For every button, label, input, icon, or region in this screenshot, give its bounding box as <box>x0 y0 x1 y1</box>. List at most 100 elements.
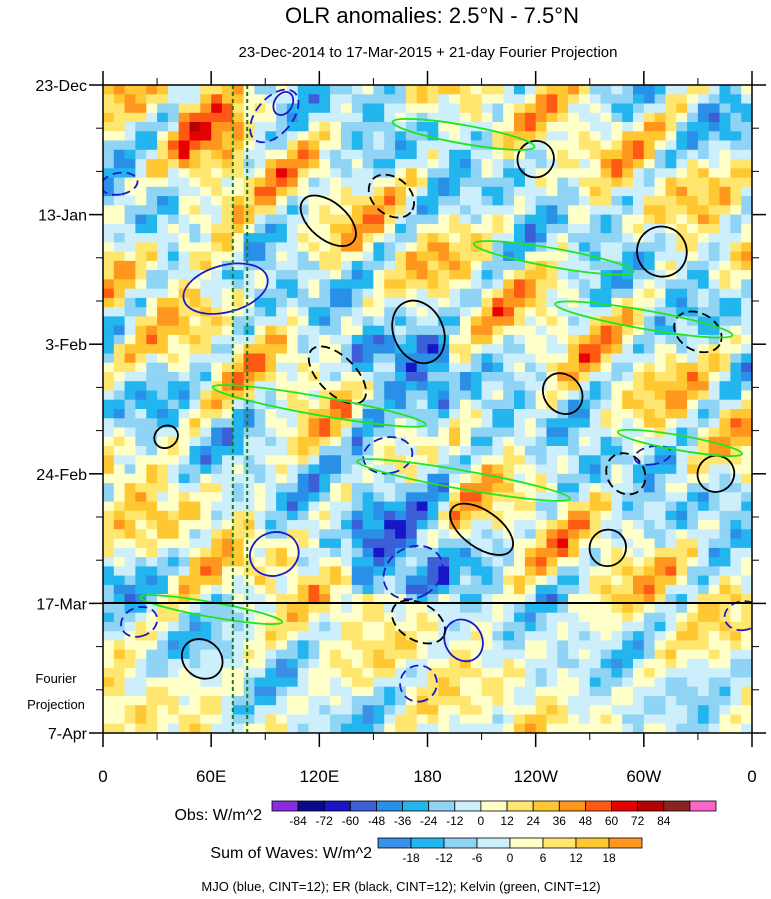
anomaly-cell <box>633 270 645 280</box>
anomaly-cell <box>146 140 158 151</box>
anomaly-cell <box>265 122 277 132</box>
anomaly-cell <box>514 186 526 197</box>
anomaly-cell <box>178 94 191 105</box>
anomaly-cell <box>546 279 558 290</box>
anomaly-cell <box>719 186 731 197</box>
anomaly-cell <box>222 94 234 105</box>
anomaly-cell <box>730 149 742 160</box>
anomaly-cell <box>470 492 483 503</box>
anomaly-cell <box>222 455 234 466</box>
anomaly-cell <box>665 205 677 216</box>
anomaly-cell <box>643 242 656 253</box>
anomaly-cell <box>265 520 277 530</box>
anomaly-cell <box>124 270 136 280</box>
anomaly-cell <box>362 705 374 716</box>
anomaly-cell <box>265 94 277 105</box>
anomaly-cell <box>654 270 666 280</box>
anomaly-cell <box>589 520 602 530</box>
anomaly-cell <box>276 242 288 253</box>
anomaly-cell <box>687 399 699 410</box>
anomaly-cell <box>157 94 169 105</box>
anomaly-cell <box>135 205 147 216</box>
anomaly-cell <box>243 260 255 271</box>
anomaly-cell <box>405 520 418 530</box>
anomaly-cell <box>211 372 223 382</box>
anomaly-cell <box>589 214 602 225</box>
anomaly-cell <box>643 251 656 262</box>
anomaly-cell <box>265 621 277 632</box>
anomaly-cell <box>708 242 721 253</box>
anomaly-cell <box>286 390 299 401</box>
anomaly-cell <box>200 251 212 262</box>
anomaly-cell <box>503 177 515 188</box>
anomaly-cell <box>633 714 645 725</box>
anomaly-cell <box>687 464 699 475</box>
anomaly-cell <box>546 409 558 419</box>
anomaly-cell <box>503 594 515 604</box>
anomaly-cell <box>546 649 558 660</box>
anomaly-cell <box>395 140 407 151</box>
anomaly-cell <box>449 344 461 355</box>
anomaly-cell <box>124 177 136 188</box>
anomaly-cell <box>524 612 537 623</box>
anomaly-cell <box>211 686 223 697</box>
anomaly-cell <box>600 455 612 466</box>
anomaly-cell <box>470 483 483 493</box>
anomaly-cell <box>113 242 126 253</box>
anomaly-cell <box>200 557 212 567</box>
anomaly-cell <box>330 483 342 493</box>
anomaly-cell <box>286 381 299 392</box>
anomaly-cell <box>643 112 656 123</box>
anomaly-cell <box>438 538 450 549</box>
anomaly-cell <box>341 446 353 456</box>
anomaly-cell <box>568 288 580 299</box>
anomaly-cell <box>460 603 472 614</box>
anomaly-cell <box>254 353 266 364</box>
anomaly-cell <box>157 696 169 706</box>
anomaly-cell <box>470 649 483 660</box>
anomaly-cell <box>167 566 180 577</box>
anomaly-cell <box>719 696 731 706</box>
anomaly-cell <box>416 112 429 123</box>
x-tick-label: 60E <box>196 767 226 786</box>
anomaly-cell <box>622 446 634 456</box>
anomaly-cell <box>643 696 656 706</box>
anomaly-cell <box>405 621 418 632</box>
anomaly-cell <box>308 399 320 410</box>
anomaly-cell <box>265 112 277 123</box>
anomaly-cell <box>351 575 364 586</box>
anomaly-cell <box>460 223 472 234</box>
anomaly-cell <box>135 510 147 521</box>
x-tick-label: 120W <box>513 767 557 786</box>
anomaly-cell <box>146 149 158 160</box>
anomaly-cell <box>568 436 580 447</box>
anomaly-cell <box>611 668 623 679</box>
anomaly-cell <box>470 103 483 114</box>
anomaly-cell <box>557 288 569 299</box>
anomaly-cell <box>589 677 602 688</box>
anomaly-cell <box>741 168 752 179</box>
anomaly-cell <box>708 603 721 614</box>
anomaly-cell <box>535 233 548 243</box>
anomaly-cell <box>395 575 407 586</box>
anomaly-cell <box>416 214 429 225</box>
anomaly-cell <box>189 547 201 558</box>
anomaly-cell <box>405 640 418 651</box>
anomaly-cell <box>297 140 310 151</box>
anomaly-cell <box>297 112 310 123</box>
anomaly-cell <box>395 677 407 688</box>
anomaly-cell <box>481 334 493 345</box>
anomaly-cell <box>697 538 710 549</box>
anomaly-cell <box>135 464 147 475</box>
mjo-contour <box>633 444 672 466</box>
anomaly-cell <box>460 399 472 410</box>
anomaly-cell <box>395 612 407 623</box>
anomaly-cell <box>341 372 353 382</box>
anomaly-cell <box>373 279 385 290</box>
anomaly-cell <box>470 584 483 595</box>
anomaly-cell <box>211 159 223 169</box>
anomaly-cell <box>373 677 385 688</box>
anomaly-cell <box>524 297 537 308</box>
anomaly-cell <box>611 112 623 123</box>
